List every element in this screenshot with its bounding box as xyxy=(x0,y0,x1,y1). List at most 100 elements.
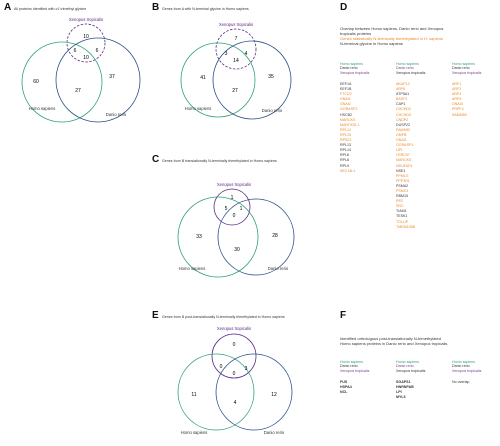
gene-item: RPL13 xyxy=(340,143,351,148)
venn-c-count-homo-only: 33 xyxy=(196,234,202,240)
venn-b-homo-name: Homo sapiens xyxy=(185,106,212,111)
header-species: Homo sapiens xyxy=(452,62,475,66)
gene-item: ARF6 xyxy=(396,87,406,92)
venn-b-count-center: 14 xyxy=(233,58,239,64)
venn-a-homo-name: Homo sapiens xyxy=(29,106,56,111)
panel-d-col3-header: Homo sapiens Danio rerio Xenopus tropica… xyxy=(452,62,481,75)
venn-e-xenopus-name: Xenopus tropicalis xyxy=(217,326,251,331)
gene-item: HSCB2 xyxy=(340,112,352,117)
gene-item: HNRNPAB xyxy=(396,385,414,390)
venn-b-count-homo-danio: 27 xyxy=(232,88,238,94)
venn-e-count-homo-only: 11 xyxy=(191,392,196,398)
venn-a-count-xenopus-danio: 6 xyxy=(96,48,99,54)
gene-item: BASP1 xyxy=(396,97,408,102)
panel-f-col1-list: FUS HSPA4 NCL xyxy=(340,380,352,395)
gene-item: PRPF4 xyxy=(452,107,464,112)
panel-f-col3-list: No overlap xyxy=(452,380,469,385)
gene-item: DUSP22 xyxy=(396,122,410,127)
panel-d-col3-list: ARF1 ARF3 ARF4 ARF5 GNAI3 PRPF4 SAMM50 xyxy=(452,82,467,118)
venn-b-xenopus-circle xyxy=(215,28,257,70)
venn-a-count-homo-danio: 27 xyxy=(75,88,81,94)
header-species: Xenopus tropicalis xyxy=(340,70,370,75)
header-species: Danio rerio xyxy=(396,66,414,71)
venn-a-count-center: 10 xyxy=(83,55,89,61)
panel-f: F Identified orthologous post-translatio… xyxy=(318,308,500,446)
panel-d-col2-list: AKAP12 ARF6 ATP5A1 BASP1 CAP1 CHCHD2 CHCHD3 CND… xyxy=(396,82,415,230)
gene-item: SAMM50 xyxy=(452,112,467,117)
panel-b-title: Genes from A with N-terminal glycine in … xyxy=(162,7,249,11)
gene-item: PPP3R1 xyxy=(396,178,410,183)
venn-c-danio-circle xyxy=(217,198,295,276)
venn-b-xenopus-name: Xenopus tropicalis xyxy=(219,22,253,27)
venn-b-count-xenopus-danio: 4 xyxy=(245,51,248,57)
gene-item: TIAM1 xyxy=(396,209,407,214)
venn-b-count-homo-xenopus: 3 xyxy=(225,51,228,57)
panel-d-col2-header: Homo sapiens Danio rerio Xenopus tropica… xyxy=(396,62,425,75)
gene-item: RPL9 xyxy=(340,163,349,168)
gene-item: ARF5 xyxy=(452,97,462,102)
gene-item: GNAI1 xyxy=(396,138,407,143)
gene-item: MARCKS xyxy=(396,158,412,163)
panel-d-col1-header: Homo sapiens Danio rerio Xenopus tropica… xyxy=(340,62,369,75)
panel-d-title-line: Overlap between Homo sapiens, Danio reri… xyxy=(340,26,444,31)
gene-item: EEF1B xyxy=(340,87,352,92)
venn-e-count-xenopus-only: 0 xyxy=(233,342,236,348)
gene-item: ATP5A1 xyxy=(396,92,410,97)
panel-f-col3-header: Homo sapiens Danio rerio Xenopus tropica… xyxy=(452,360,481,373)
panel-f-col1-header: Homo sapiens Danio rerio Xenopus tropica… xyxy=(340,360,369,373)
header-species: Homo sapiens xyxy=(396,62,419,66)
header-species: Homo sapiens xyxy=(340,360,363,364)
venn-c: Xenopus tropicalis Homo sapiens Danio re… xyxy=(177,182,295,278)
header-species: Xenopus tropicalis xyxy=(340,368,370,373)
gene-item: GORASP1 xyxy=(396,143,414,148)
venn-b-count-xenopus-only: 7 xyxy=(235,36,238,42)
gene-item: CHCHD2 xyxy=(396,107,411,112)
panel-d-title: Overlap between Homo sapiens, Danio reri… xyxy=(340,26,443,46)
venn-a-danio-circle xyxy=(55,37,141,123)
venn-c-homo-circle xyxy=(177,196,259,278)
venn-c-count-homo-xenopus: 5 xyxy=(225,206,228,212)
gene-item: MARCKSL1 xyxy=(340,122,360,127)
venn-a-xenopus-circle xyxy=(66,23,106,63)
venn-e-count-danio-only: 12 xyxy=(271,392,277,398)
gene-item: PPM1G xyxy=(396,173,409,178)
venn-e-xenopus-circle xyxy=(211,333,257,379)
header-species: Danio rerio xyxy=(340,364,358,369)
gene-item: MARCKS xyxy=(340,117,356,122)
venn-a-xenopus-name: Xenopus tropicalis xyxy=(69,17,103,22)
gene-item: GORASP2 xyxy=(340,107,358,112)
gene-item: ARF4 xyxy=(452,92,462,97)
gene-item: GNAI1 xyxy=(340,97,351,102)
panel-c-label: C xyxy=(152,154,160,165)
panel-d-legend-glycine: N-terminal glycine in Homo sapiens xyxy=(340,41,403,46)
panel-c-title: Genes from B translationally N-terminall… xyxy=(162,159,277,163)
gene-item: LRRC57 xyxy=(396,153,410,158)
gene-item: No overlap xyxy=(452,380,470,384)
panel-b-label: B xyxy=(152,2,160,13)
panel-b: B Genes from A with N-terminal glycine i… xyxy=(148,0,308,145)
gene-item: GNAI2 xyxy=(340,102,351,107)
gene-item: AKAP12 xyxy=(396,82,410,86)
venn-e: Xenopus tropicalis Homo sapiens Danio re… xyxy=(177,326,293,435)
venn-b-count-homo-only: 41 xyxy=(200,75,206,81)
gene-item: RPS21 xyxy=(340,138,352,143)
header-species: Homo sapiens xyxy=(452,360,475,364)
panel-c: C Genes from B translationally N-termina… xyxy=(148,152,318,297)
venn-a-danio-name: Danio rerio xyxy=(106,112,127,117)
header-species: Xenopus tropicalis xyxy=(452,368,482,373)
venn-e-count-homo-xenopus: 0 xyxy=(220,364,223,370)
venn-a-count-homo-xenopus: 6 xyxy=(74,48,77,54)
venn-c-xenopus-circle xyxy=(213,188,251,226)
panel-d-title-line: tropicalis proteins xyxy=(340,31,372,36)
panel-a-title: All proteins identified with ≥1 trimethy… xyxy=(14,7,87,11)
header-species: Danio rerio xyxy=(452,364,470,369)
panel-f-col2-header: Homo sapiens Danio rerio Xenopus tropica… xyxy=(396,360,425,373)
venn-a-count-danio-only: 37 xyxy=(109,74,115,80)
panel-f-title-line: Identified orthologous post-translationa… xyxy=(340,336,441,341)
gene-item: RP2 xyxy=(396,199,403,204)
gene-item: PSMC1 xyxy=(396,188,409,193)
panel-e-title: Genes from B post-translationally N-term… xyxy=(162,315,285,319)
gene-item: CHCHD3 xyxy=(396,112,411,117)
venn-e-danio-name: Danio rerio xyxy=(264,430,285,435)
gene-item: SGAPS1 xyxy=(396,380,411,384)
